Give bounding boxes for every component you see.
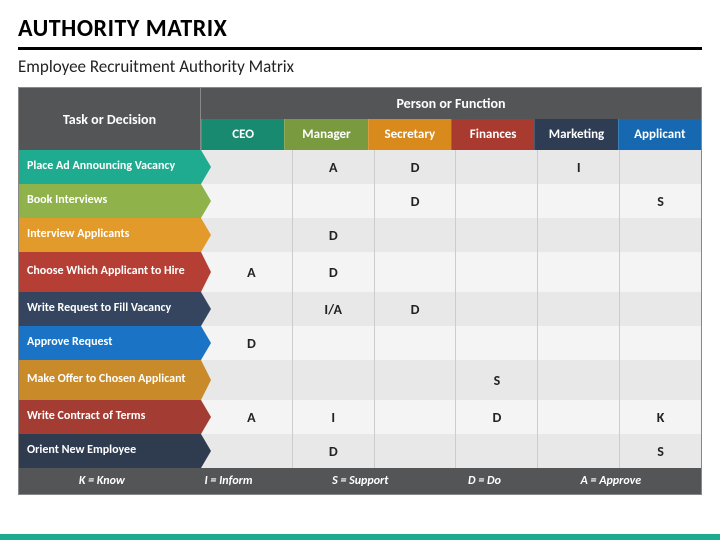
cell <box>201 218 292 252</box>
cell <box>374 326 456 360</box>
cell: S <box>455 360 537 400</box>
cell <box>455 184 537 218</box>
cell <box>201 184 292 218</box>
cell: D <box>374 292 456 326</box>
row-label: Write Request to Fill Vacancy <box>19 292 201 326</box>
table-row: Make Offer to Chosen Applicant S <box>19 360 701 400</box>
cell <box>292 184 374 218</box>
cell: S <box>619 434 701 468</box>
cell <box>292 326 374 360</box>
cell <box>374 218 456 252</box>
cell <box>455 292 537 326</box>
page-subtitle: Employee Recruitment Authority Matrix <box>18 56 702 77</box>
cell: S <box>619 184 701 218</box>
cell <box>455 434 537 468</box>
cell <box>201 150 292 184</box>
cell <box>619 326 701 360</box>
cell: A <box>201 252 292 292</box>
table-row: Interview Applicants D <box>19 218 701 252</box>
cell: D <box>374 184 456 218</box>
row-label: Book Interviews <box>19 184 201 218</box>
cell: K <box>619 400 701 434</box>
cell <box>537 252 619 292</box>
row-label: Interview Applicants <box>19 218 201 252</box>
cell: I <box>537 150 619 184</box>
cell: A <box>292 150 374 184</box>
row-label: Make Offer to Chosen Applicant <box>19 360 201 400</box>
cell <box>537 400 619 434</box>
cell <box>455 218 537 252</box>
cell <box>537 434 619 468</box>
person-function-header: Person or Function <box>201 88 701 119</box>
cell <box>619 218 701 252</box>
cell <box>201 360 292 400</box>
cell <box>619 360 701 400</box>
cell: D <box>292 434 374 468</box>
column-header: Manager <box>284 119 367 150</box>
cell <box>201 434 292 468</box>
table-row: Book Interviews D S <box>19 184 701 218</box>
column-header: Marketing <box>534 119 617 150</box>
cell <box>537 360 619 400</box>
task-header: Task or Decision <box>19 88 201 150</box>
legend-item: I = Inform <box>204 474 252 488</box>
legend-item: K = Know <box>79 474 125 488</box>
cell <box>455 150 537 184</box>
cell <box>537 218 619 252</box>
row-label: Place Ad Announcing Vacancy <box>19 150 201 184</box>
column-header: CEO <box>201 119 284 150</box>
table-row: Write Request to Fill Vacancy I/AD <box>19 292 701 326</box>
cell: D <box>292 252 374 292</box>
cell <box>201 292 292 326</box>
table-row: Choose Which Applicant to HireAD <box>19 252 701 292</box>
cell <box>537 184 619 218</box>
cell <box>374 400 456 434</box>
legend-item: A = Approve <box>581 474 642 488</box>
cell <box>374 434 456 468</box>
cell: I <box>292 400 374 434</box>
cell <box>537 292 619 326</box>
cell: A <box>201 400 292 434</box>
cell <box>455 326 537 360</box>
cell <box>374 360 456 400</box>
cell: I/A <box>292 292 374 326</box>
row-label: Approve Request <box>19 326 201 360</box>
cell: D <box>201 326 292 360</box>
authority-matrix: Task or Decision Person or Function CEOM… <box>18 87 702 495</box>
page-title: AUTHORITY MATRIX <box>18 14 702 50</box>
table-row: Place Ad Announcing Vacancy AD I <box>19 150 701 184</box>
cell <box>537 326 619 360</box>
column-header: Finances <box>451 119 534 150</box>
cell <box>292 360 374 400</box>
accent-bar <box>0 534 720 540</box>
legend: K = Know I = Inform S = Support D = Do A = A… <box>19 468 701 494</box>
cell <box>619 292 701 326</box>
cell <box>374 252 456 292</box>
cell: D <box>374 150 456 184</box>
column-header: Secretary <box>368 119 451 150</box>
legend-item: D = Do <box>468 474 501 488</box>
table-row: Orient New Employee D S <box>19 434 701 468</box>
row-label: Write Contract of Terms <box>19 400 201 434</box>
row-label: Orient New Employee <box>19 434 201 468</box>
legend-item: S = Support <box>332 474 388 488</box>
row-label: Choose Which Applicant to Hire <box>19 252 201 292</box>
column-header: Applicant <box>618 119 701 150</box>
cell <box>619 252 701 292</box>
cell: D <box>292 218 374 252</box>
table-row: Write Contract of TermsAI D K <box>19 400 701 434</box>
cell <box>455 252 537 292</box>
cell <box>619 150 701 184</box>
cell: D <box>455 400 537 434</box>
table-row: Approve RequestD <box>19 326 701 360</box>
